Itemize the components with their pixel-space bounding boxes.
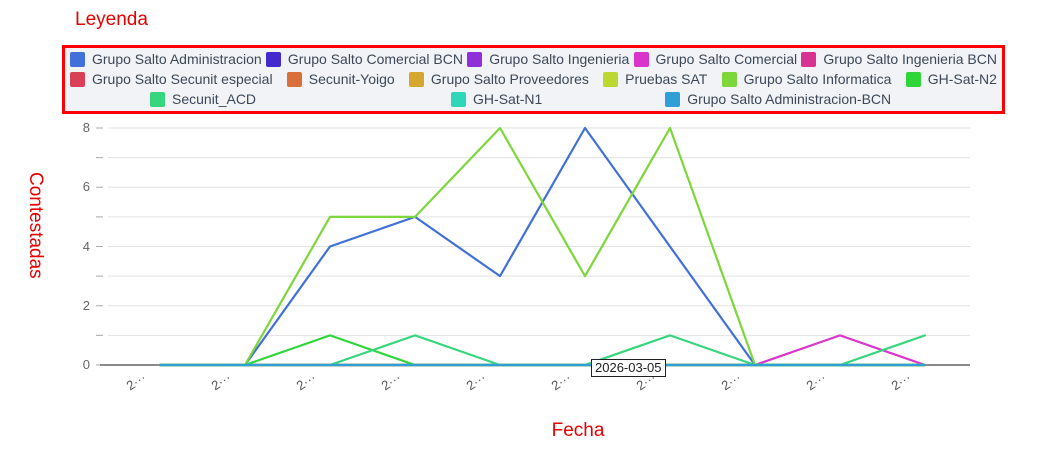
legend-item[interactable]: Grupo Salto Comercial BCN [265,51,463,67]
legend-swatch-icon [721,71,737,87]
legend-item[interactable]: Grupo Salto Administracion [70,51,262,67]
legend-swatch-icon [70,51,85,67]
legend-item-label: Pruebas SAT [625,71,708,87]
legend-swatch-icon [633,51,649,67]
legend-swatch-icon [451,91,467,107]
legend-swatch-icon [665,91,681,107]
legend-item-label: Secunit-Yoigo [308,71,395,87]
legend-item[interactable]: Pruebas SAT [603,71,707,87]
legend-swatch-icon [150,91,165,107]
series-line[interactable] [158,334,927,367]
legend-item[interactable]: GH-Sat-N2 [905,71,997,87]
y-axis-title: Contestadas [25,172,46,279]
legend-item-label: GH-Sat-N1 [473,91,543,107]
legend-item[interactable]: Grupo Salto Proveedores [408,71,589,87]
x-axis-title: Fecha [551,420,605,441]
legend-row: Grupo Salto Administracion Grupo Salto Co… [65,49,1002,69]
legend-swatch-icon [408,71,424,87]
y-tick-label: 8 [82,120,90,135]
legend-title: Leyenda [75,9,148,30]
legend-item[interactable]: GH-Sat-N1 [451,91,542,107]
legend-item-label: Grupo Salto Administracion-BCN [687,91,892,107]
legend-item-label: Grupo Salto Ingenieria BCN [823,51,997,67]
legend-item[interactable]: Grupo Salto Informatica [721,71,892,87]
legend-item[interactable]: Grupo Salto Secunit especial [70,71,273,87]
legend-item-label: Grupo Salto Comercial [655,51,798,67]
legend-item-label: Grupo Salto Comercial BCN [287,51,463,67]
legend-item[interactable]: Grupo Salto Comercial [633,51,798,67]
y-tick-label: 0 [82,357,90,372]
legend-row: Secunit_ACD GH-Sat-N1 Grupo Salto Administ… [65,89,1002,109]
legend-item-label: Grupo Salto Proveedores [430,71,589,87]
legend-swatch-icon [70,71,85,87]
legend-item-label: Grupo Salto Informatica [743,71,892,87]
series-line[interactable] [158,334,927,367]
legend-item-label: Grupo Salto Secunit especial [92,71,273,87]
legend-item[interactable]: Grupo Salto Administracion-BCN [665,91,891,107]
legend-item[interactable]: Secunit-Yoigo [286,71,395,87]
legend-swatch-icon [467,51,483,67]
legend-item-label: GH-Sat-N2 [927,71,997,87]
legend-item[interactable]: Grupo Salto Ingenieria BCN [801,51,997,67]
legend-item-label: Secunit_ACD [172,91,257,107]
legend-swatch-icon [265,51,281,67]
legend-item-label: Grupo Salto Ingenieria [489,51,630,67]
y-tick-label: 6 [82,179,90,195]
series-line[interactable] [158,334,927,367]
legend-item[interactable]: Grupo Salto Ingenieria [467,51,629,67]
legend-item[interactable]: Secunit_ACD [150,91,256,107]
legend-swatch-icon [603,71,619,87]
legend-swatch-icon [801,51,817,67]
legend-box: Grupo Salto Administracion Grupo Salto Co… [62,45,1005,114]
legend-swatch-icon [905,71,921,87]
legend-row: Grupo Salto Secunit especial Secunit-Yoig… [65,69,1002,89]
legend-item-label: Grupo Salto Administracion [92,51,262,67]
legend-swatch-icon [286,71,302,87]
y-tick-label: 2 [82,297,90,313]
tooltip: 2026-03-05 [591,359,666,377]
y-tick-label: 4 [82,238,90,254]
